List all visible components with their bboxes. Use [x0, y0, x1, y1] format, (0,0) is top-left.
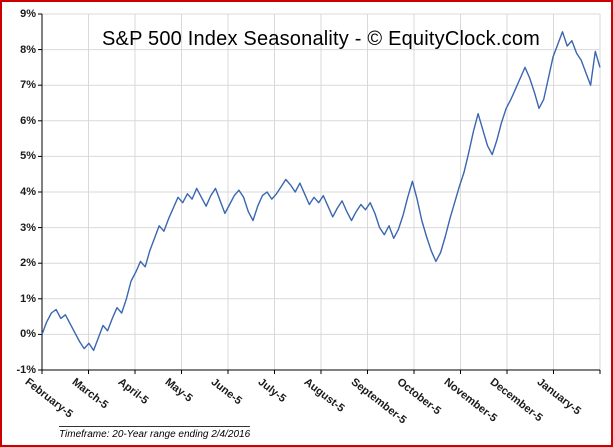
y-axis-label: 7%	[20, 79, 36, 92]
chart-title: S&P 500 Index Seasonality - © EquityCloc…	[101, 28, 541, 50]
timeframe-footnote: Timeframe: 20-Year range ending 2/4/2016	[59, 426, 251, 440]
y-axis-label: 8%	[20, 43, 36, 56]
y-axis-label: 1%	[20, 292, 36, 305]
seasonality-line	[41, 31, 601, 352]
y-axis-label: 5%	[20, 150, 36, 163]
y-axis-label: 4%	[20, 186, 36, 198]
y-axis-label: 3%	[20, 221, 36, 234]
y-axis-label: 6%	[20, 114, 36, 127]
y-axis-label: -1%	[16, 364, 36, 376]
y-axis-label: 9%	[20, 8, 36, 20]
y-axis-label: 0%	[20, 328, 36, 341]
y-axis-label: 2%	[20, 257, 36, 270]
